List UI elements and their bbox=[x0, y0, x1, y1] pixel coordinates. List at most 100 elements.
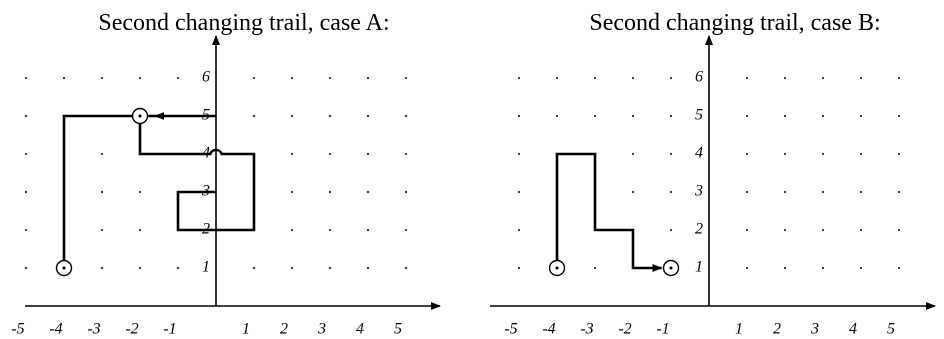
grid-dot bbox=[101, 77, 103, 79]
grid-dot bbox=[746, 115, 748, 117]
grid-dot bbox=[253, 77, 255, 79]
trail bbox=[555, 152, 663, 272]
grid-dot bbox=[594, 267, 596, 269]
grid-dot bbox=[784, 191, 786, 193]
x-tick-label: 3 bbox=[810, 321, 819, 338]
grid-dot bbox=[784, 77, 786, 79]
grid-dot bbox=[594, 115, 596, 117]
grid-dot bbox=[746, 229, 748, 231]
grid-dot bbox=[139, 191, 141, 193]
y-tick-label: 6 bbox=[202, 69, 210, 86]
grid-dot bbox=[518, 191, 520, 193]
grid-dot bbox=[367, 229, 369, 231]
grid-dot bbox=[822, 229, 824, 231]
x-tick-label: -2 bbox=[618, 321, 631, 338]
x-tick-label: -4 bbox=[542, 321, 555, 338]
grid-dot bbox=[405, 115, 407, 117]
y-tick-label: 2 bbox=[695, 221, 703, 238]
grid-dot bbox=[860, 77, 862, 79]
grid-dot bbox=[746, 191, 748, 193]
grid-dot bbox=[101, 191, 103, 193]
grid-dot bbox=[594, 77, 596, 79]
grid-dot bbox=[556, 115, 558, 117]
y-tick-label: 6 bbox=[695, 69, 703, 86]
grid-dot bbox=[860, 229, 862, 231]
grid-dot bbox=[139, 267, 141, 269]
grid-dot bbox=[329, 267, 331, 269]
grid-dot bbox=[860, 191, 862, 193]
grid-dot bbox=[898, 115, 900, 117]
grid-dot bbox=[405, 229, 407, 231]
grid-dot bbox=[63, 77, 65, 79]
grid-dot bbox=[898, 229, 900, 231]
x-tick-label: -3 bbox=[580, 321, 593, 338]
grid-dot bbox=[670, 153, 672, 155]
grid-dot bbox=[101, 229, 103, 231]
x-tick-label: 2 bbox=[773, 321, 781, 338]
grid-dot bbox=[670, 229, 672, 231]
grid-dot bbox=[405, 267, 407, 269]
x-tick-label: -3 bbox=[87, 321, 100, 338]
grid-dot bbox=[632, 77, 634, 79]
grid-dot bbox=[405, 191, 407, 193]
grid-dot bbox=[101, 153, 103, 155]
trail-node-dot bbox=[555, 266, 559, 270]
x-tick-label: 5 bbox=[887, 321, 895, 338]
grid-dot bbox=[329, 229, 331, 231]
x-tick-label: 1 bbox=[735, 321, 743, 338]
y-tick-label: 4 bbox=[695, 145, 703, 162]
grid-dot bbox=[898, 267, 900, 269]
grid-dot bbox=[860, 267, 862, 269]
grid-dot bbox=[898, 77, 900, 79]
grid-dot bbox=[177, 267, 179, 269]
grid-dot bbox=[898, 153, 900, 155]
grid-dot bbox=[518, 153, 520, 155]
grid-dot bbox=[746, 77, 748, 79]
grid-dot bbox=[253, 267, 255, 269]
x-tick-label: -5 bbox=[11, 321, 24, 338]
grid-dot bbox=[670, 191, 672, 193]
grid-dot bbox=[518, 267, 520, 269]
x-tick-label: -1 bbox=[656, 321, 669, 338]
trail-node-dot bbox=[669, 266, 673, 270]
grid-dot bbox=[632, 191, 634, 193]
grid-dot bbox=[670, 115, 672, 117]
grid-dot bbox=[746, 153, 748, 155]
grid-dot bbox=[632, 153, 634, 155]
grid-dot bbox=[556, 77, 558, 79]
y-tick-label: 3 bbox=[694, 183, 703, 200]
grid-dot bbox=[670, 77, 672, 79]
x-tick-label: 4 bbox=[356, 321, 364, 338]
grid-dot bbox=[291, 153, 293, 155]
grid-dot bbox=[822, 191, 824, 193]
grid-dot bbox=[291, 115, 293, 117]
grid-dot bbox=[518, 115, 520, 117]
grid-dot bbox=[291, 191, 293, 193]
x-tick-label: 1 bbox=[242, 321, 250, 338]
grid-dot bbox=[25, 77, 27, 79]
grid-dot bbox=[367, 77, 369, 79]
grid-dot bbox=[784, 153, 786, 155]
trail-node-dot bbox=[62, 266, 66, 270]
grid-dot bbox=[329, 191, 331, 193]
grid-dot bbox=[367, 153, 369, 155]
grid-dot bbox=[860, 153, 862, 155]
x-tick-label: 3 bbox=[317, 321, 326, 338]
x-tick-label: -1 bbox=[163, 321, 176, 338]
grid-dot bbox=[329, 153, 331, 155]
grid-dot bbox=[101, 267, 103, 269]
grid-dot bbox=[25, 229, 27, 231]
x-tick-label: -2 bbox=[125, 321, 138, 338]
grid-dot bbox=[139, 229, 141, 231]
trail-node-dot bbox=[138, 114, 142, 118]
grid-dot bbox=[518, 229, 520, 231]
grid-dot bbox=[329, 115, 331, 117]
grid-dot bbox=[329, 77, 331, 79]
grid-dot bbox=[367, 267, 369, 269]
grid-dot bbox=[746, 267, 748, 269]
x-tick-label: -4 bbox=[49, 321, 62, 338]
grid-dot bbox=[784, 229, 786, 231]
grid-dot bbox=[518, 77, 520, 79]
x-tick-label: 4 bbox=[849, 321, 857, 338]
